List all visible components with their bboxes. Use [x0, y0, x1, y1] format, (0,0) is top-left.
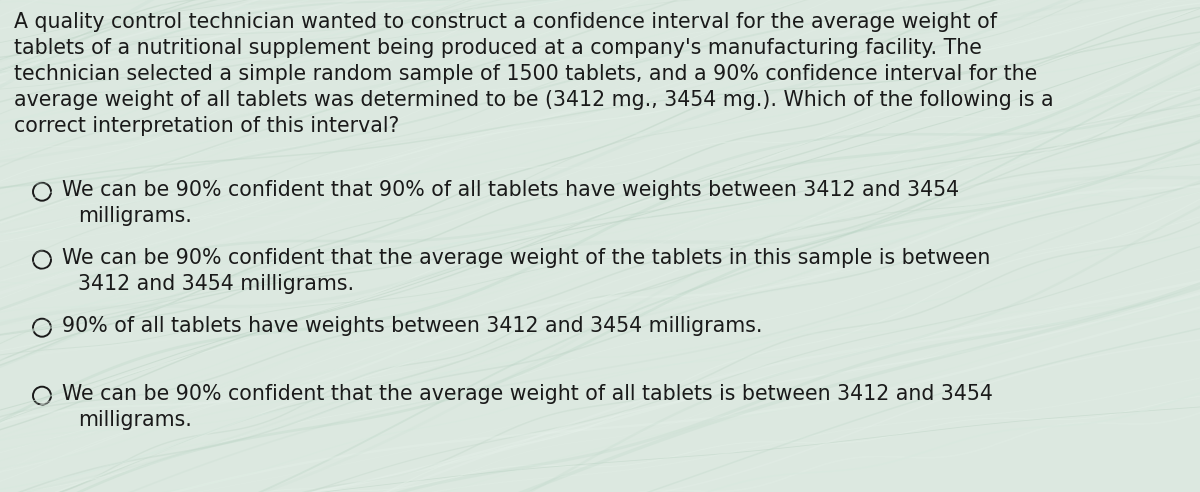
Text: A quality control technician wanted to construct a confidence interval for the a: A quality control technician wanted to c… [14, 12, 997, 32]
Text: We can be 90% confident that the average weight of all tablets is between 3412 a: We can be 90% confident that the average… [62, 384, 992, 404]
Text: milligrams.: milligrams. [78, 410, 192, 430]
Text: We can be 90% confident that 90% of all tablets have weights between 3412 and 34: We can be 90% confident that 90% of all … [62, 180, 959, 200]
Text: correct interpretation of this interval?: correct interpretation of this interval? [14, 116, 400, 136]
Text: technician selected a simple random sample of 1500 tablets, and a 90% confidence: technician selected a simple random samp… [14, 64, 1037, 84]
Text: tablets of a nutritional supplement being produced at a company's manufacturing : tablets of a nutritional supplement bein… [14, 38, 982, 58]
Text: milligrams.: milligrams. [78, 206, 192, 226]
Text: 3412 and 3454 milligrams.: 3412 and 3454 milligrams. [78, 274, 354, 294]
Text: average weight of all tablets was determined to be (3412 mg., 3454 mg.). Which o: average weight of all tablets was determ… [14, 90, 1054, 110]
Text: We can be 90% confident that the average weight of the tablets in this sample is: We can be 90% confident that the average… [62, 248, 990, 268]
Text: 90% of all tablets have weights between 3412 and 3454 milligrams.: 90% of all tablets have weights between … [62, 316, 762, 336]
